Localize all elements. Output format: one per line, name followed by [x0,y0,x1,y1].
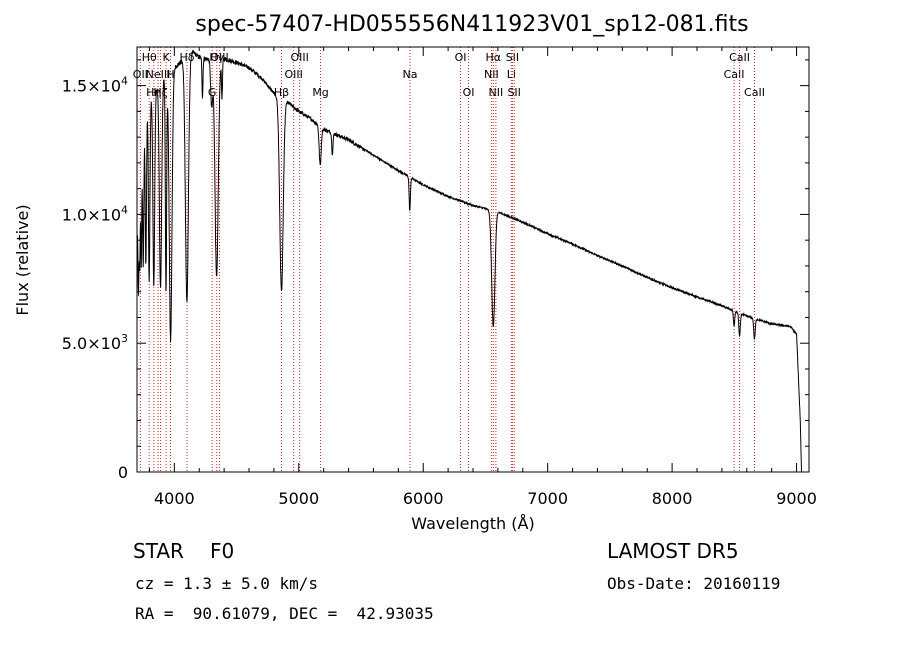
line-marker-label: Hγ [209,51,224,64]
x-tick-label: 5000 [278,489,319,508]
line-markers: OIIHθHηNeIIIHζKHHδGHγOIIIHβOIIIOIIIMgNaO… [133,47,765,472]
y-axis-label: Flux (relative) [13,204,32,315]
line-marker-label: H [166,68,174,81]
line-marker-label: NII [484,68,499,81]
line-marker-label: CaII [729,51,750,64]
x-axis-label: Wavelength (Å) [411,514,534,533]
observation-date: Obs-Date: 20160119 [607,574,781,593]
y-tick-label: 0 [118,463,128,482]
line-marker-label: OI [455,51,467,64]
line-marker-label: K [163,51,171,64]
x-axis: 4000 5000 6000 7000 8000 9000 [148,47,817,508]
object-class: STAR [133,539,184,563]
x-tick-label: 8000 [652,489,693,508]
spectrum-line [136,49,802,473]
line-marker-label: Li [507,68,516,81]
line-marker-label: OIII [290,51,308,64]
plot-frame [136,46,810,473]
x-tick-label: 4000 [154,489,195,508]
line-marker-label: NeIII [146,68,171,81]
line-marker-label: Hζ [153,86,167,99]
x-tick-label: 9000 [776,489,817,508]
line-marker-label: CaII [744,86,765,99]
coordinates-info: RA = 90.61079, DEC = 42.93035 [135,604,434,623]
x-tick-label: 6000 [403,489,444,508]
survey-label: LAMOST DR5 [607,539,739,563]
object-subclass: F0 [210,539,235,563]
y-tick-label: 1.0×104 [62,203,128,224]
line-marker-label: Na [403,68,418,81]
redshift-info: cz = 1.3 ± 5.0 km/s [135,574,319,593]
line-marker-label: OIII [284,68,302,81]
line-marker-label: Hα [486,51,502,64]
line-marker-label: CaII [724,68,745,81]
line-marker-label: SII [506,51,519,64]
y-tick-label: 5.0×103 [62,332,128,353]
line-marker-label: Mg [312,86,328,99]
line-marker-label: Hβ [274,86,289,99]
y-tick-label: 1.5×104 [62,75,128,96]
line-marker-label: Hθ [142,51,157,64]
line-marker-label: NII [489,86,504,99]
y-axis: 0 5.0×103 1.0×104 1.5×104 [62,59,809,482]
chart-title: spec-57407-HD055556N411923V01_sp12-081.f… [195,12,748,37]
line-marker-label: OI [463,86,475,99]
x-tick-label: 7000 [527,489,568,508]
line-marker-label: SII [507,86,520,99]
line-marker-label: G [208,86,217,99]
